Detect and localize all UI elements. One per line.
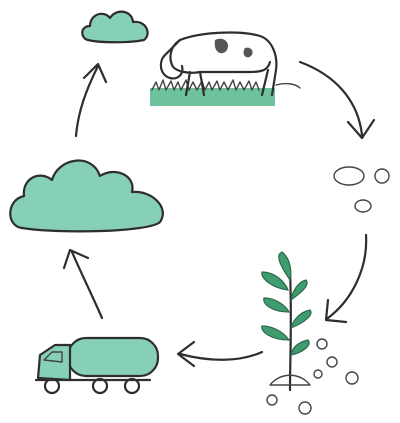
arrow bbox=[178, 342, 262, 366]
plant bbox=[262, 252, 311, 390]
cow bbox=[150, 33, 300, 106]
arrow bbox=[64, 250, 102, 318]
grass bbox=[150, 88, 275, 106]
arrow bbox=[76, 64, 106, 136]
cow-spots bbox=[215, 39, 253, 58]
plant-stem bbox=[290, 270, 291, 390]
truck-cab bbox=[38, 345, 70, 380]
small-cloud bbox=[82, 12, 147, 43]
cycle-illustration bbox=[0, 0, 400, 423]
big-cloud bbox=[10, 161, 163, 232]
pellets bbox=[334, 167, 389, 212]
cow-tail bbox=[276, 84, 300, 88]
truck-tank bbox=[68, 338, 158, 376]
arrow bbox=[300, 62, 374, 138]
arrow bbox=[326, 235, 366, 322]
truck bbox=[36, 338, 158, 393]
